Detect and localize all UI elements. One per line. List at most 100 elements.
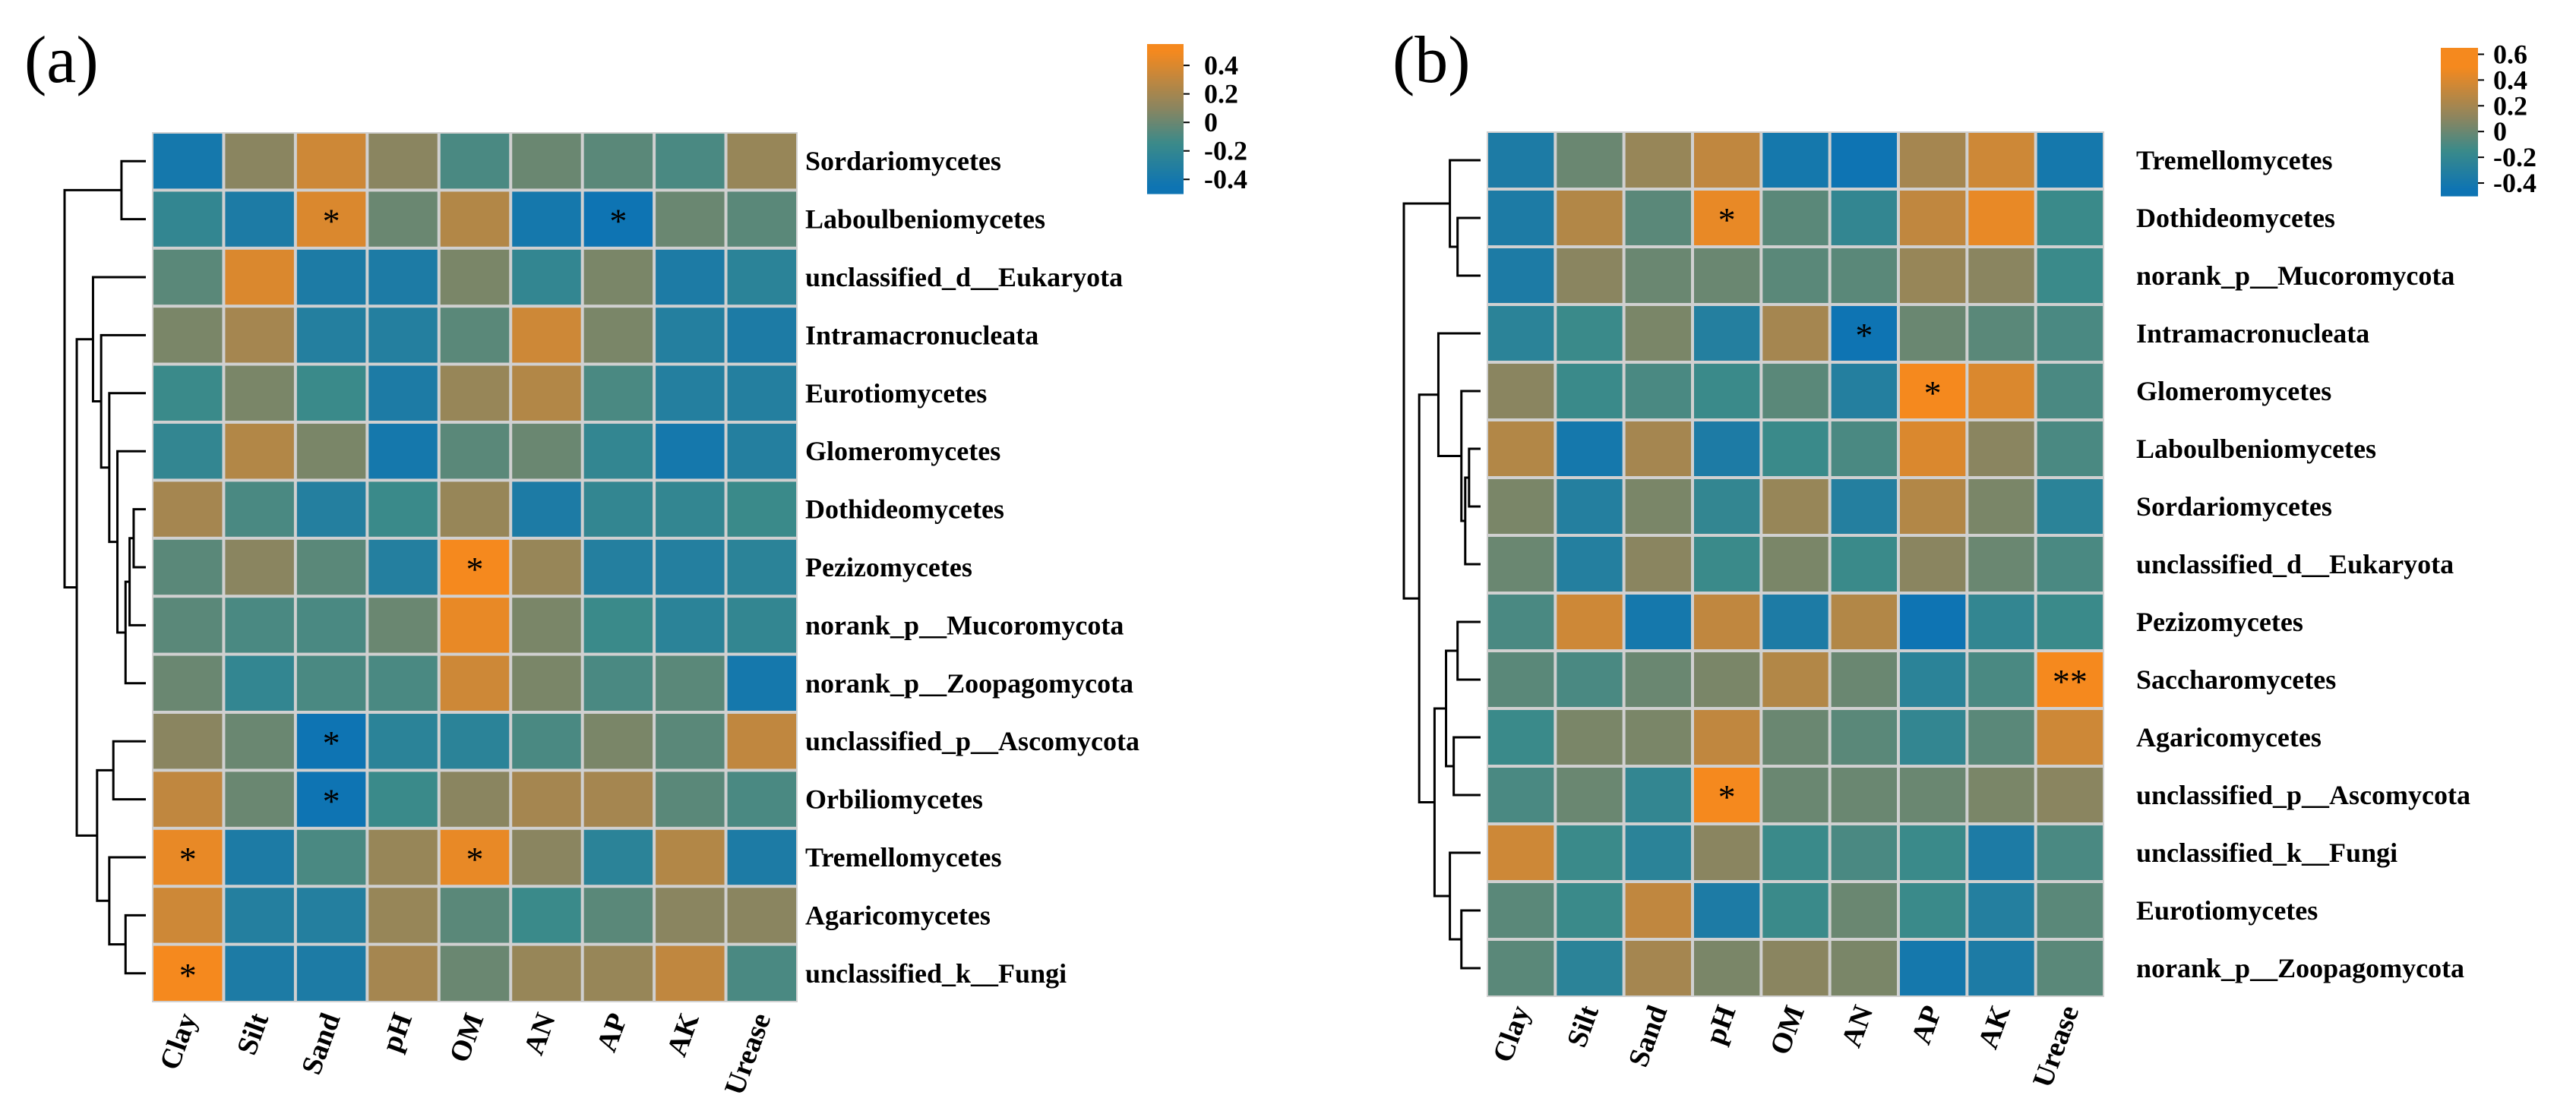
dendrogram xyxy=(63,159,146,975)
heatmap-cell xyxy=(1831,479,1897,534)
row-label: Laboulbeniomycetes xyxy=(2136,434,2376,464)
heatmap-cell xyxy=(656,249,725,305)
colorbar-segment xyxy=(2441,127,2478,130)
colorbar-segment xyxy=(1147,134,1184,137)
colorbar-segment xyxy=(2441,129,2478,133)
heatmap-cell xyxy=(1694,710,1760,765)
heatmap-cell xyxy=(1694,941,1760,996)
significance-mark: * xyxy=(466,840,484,879)
heatmap-cell xyxy=(225,714,294,769)
colorbar-segment xyxy=(1147,91,1184,95)
heatmap-cell xyxy=(1694,479,1760,534)
colorbar: 0.60.40.20-0.2-0.4 xyxy=(2441,39,2536,198)
heatmap-cell xyxy=(1762,941,1828,996)
heatmap-cell xyxy=(1968,364,2034,418)
colorbar-segment xyxy=(1147,116,1184,120)
colorbar-segment xyxy=(2441,48,2478,51)
heatmap-cell xyxy=(225,365,294,421)
row-label: unclassified_d__Eukaryota xyxy=(2136,549,2454,579)
colorbar-segment xyxy=(1147,186,1184,190)
row-label: Tremellomycetes xyxy=(805,842,1002,872)
heatmap-cell xyxy=(1831,191,1897,245)
dendrogram-branch xyxy=(1402,202,1450,600)
colorbar-segment xyxy=(2441,60,2478,64)
heatmap-cell xyxy=(368,424,438,479)
heatmap-cell xyxy=(1831,825,1897,880)
heatmap-cell xyxy=(1557,595,1623,649)
heatmap-cell xyxy=(2037,191,2103,245)
heatmap-cell xyxy=(1900,364,1966,418)
colorbar-segment xyxy=(1147,81,1184,85)
colorbar-tick-label: -0.4 xyxy=(2493,168,2536,198)
colorbar-segment xyxy=(1147,61,1184,65)
heatmap-cell xyxy=(727,134,796,189)
heatmap-cell xyxy=(440,945,510,1001)
colorbar-tick-label: 0 xyxy=(1204,107,1218,137)
heatmap-cell xyxy=(656,598,725,653)
row-label: unclassified_d__Eukaryota xyxy=(805,262,1123,292)
heatmap-cell xyxy=(583,424,653,479)
heatmap-cell xyxy=(440,888,510,943)
heatmap-cell xyxy=(153,714,223,769)
heatmap-cell xyxy=(1900,883,1966,938)
heatmap-cell xyxy=(1694,191,1760,245)
colorbar-tick-label: 0.4 xyxy=(2493,65,2527,95)
heatmap-cell xyxy=(1488,710,1554,765)
heatmap-cell xyxy=(727,655,796,711)
row-label: Agaricomycetes xyxy=(805,900,991,930)
heatmap-cell xyxy=(1900,941,1966,996)
colorbar-segment xyxy=(2441,188,2478,192)
heatmap-cell xyxy=(225,945,294,1001)
colorbar-segment xyxy=(1147,86,1184,90)
dendrogram-branch xyxy=(1433,707,1450,898)
heatmap-cell xyxy=(1625,364,1691,418)
colorbar-segment xyxy=(2441,149,2478,153)
heatmap-cell xyxy=(1900,825,1966,880)
colorbar-segment xyxy=(1147,111,1184,115)
heatmap-cell xyxy=(1831,421,1897,476)
heatmap-cell xyxy=(1762,421,1828,476)
heatmap-cell xyxy=(583,539,653,595)
heatmap-cell xyxy=(1968,883,2034,938)
heatmap-cell xyxy=(225,308,294,363)
heatmap-cell xyxy=(368,481,438,537)
heatmap-cell xyxy=(1625,941,1691,996)
colorbar-segment xyxy=(2441,62,2478,66)
heatmap-cell xyxy=(2037,364,2103,418)
panel-a: (a) * * * * * * * * Sordariomycetes Laboulbeniomyc… xyxy=(24,24,1247,1100)
heatmap-cell xyxy=(368,365,438,421)
colorbar-segment xyxy=(1147,101,1184,105)
heatmap-cell xyxy=(1762,133,1828,188)
heatmap-cell xyxy=(1557,710,1623,765)
colorbar-segment xyxy=(2441,176,2478,179)
heatmap-cell xyxy=(1831,768,1897,822)
colorbar-segment xyxy=(2441,94,2478,98)
heatmap-cell xyxy=(512,308,581,363)
significance-mark: * xyxy=(323,782,340,821)
heatmap-cell xyxy=(1625,710,1691,765)
heatmap-cell xyxy=(1900,768,1966,822)
heatmap-cell xyxy=(440,771,510,827)
heatmap-cell xyxy=(727,829,796,885)
heatmap-cell xyxy=(296,829,366,885)
colorbar-segment xyxy=(2441,163,2478,167)
heatmap-cell xyxy=(2037,710,2103,765)
heatmap-cell xyxy=(583,945,653,1001)
colorbar-segment xyxy=(2441,183,2478,187)
colorbar-segment xyxy=(1147,121,1184,125)
heatmap-cell xyxy=(1900,595,1966,649)
heatmap-cell xyxy=(1488,421,1554,476)
heatmap-cell xyxy=(440,539,510,595)
column-label: Urease xyxy=(719,1009,777,1100)
heatmap-cell xyxy=(368,539,438,595)
colorbar-segment xyxy=(1147,74,1184,77)
heatmap-cell xyxy=(583,771,653,827)
heatmap-cell xyxy=(1625,537,1691,592)
panel-label: (a) xyxy=(24,24,99,97)
heatmap-cell xyxy=(1488,825,1554,880)
dendrogram-branch xyxy=(1449,159,1481,248)
heatmap-cell xyxy=(1625,421,1691,476)
colorbar-segment xyxy=(1147,51,1184,55)
colorbar-segment xyxy=(1147,131,1184,134)
heatmap-cell xyxy=(1968,595,2034,649)
